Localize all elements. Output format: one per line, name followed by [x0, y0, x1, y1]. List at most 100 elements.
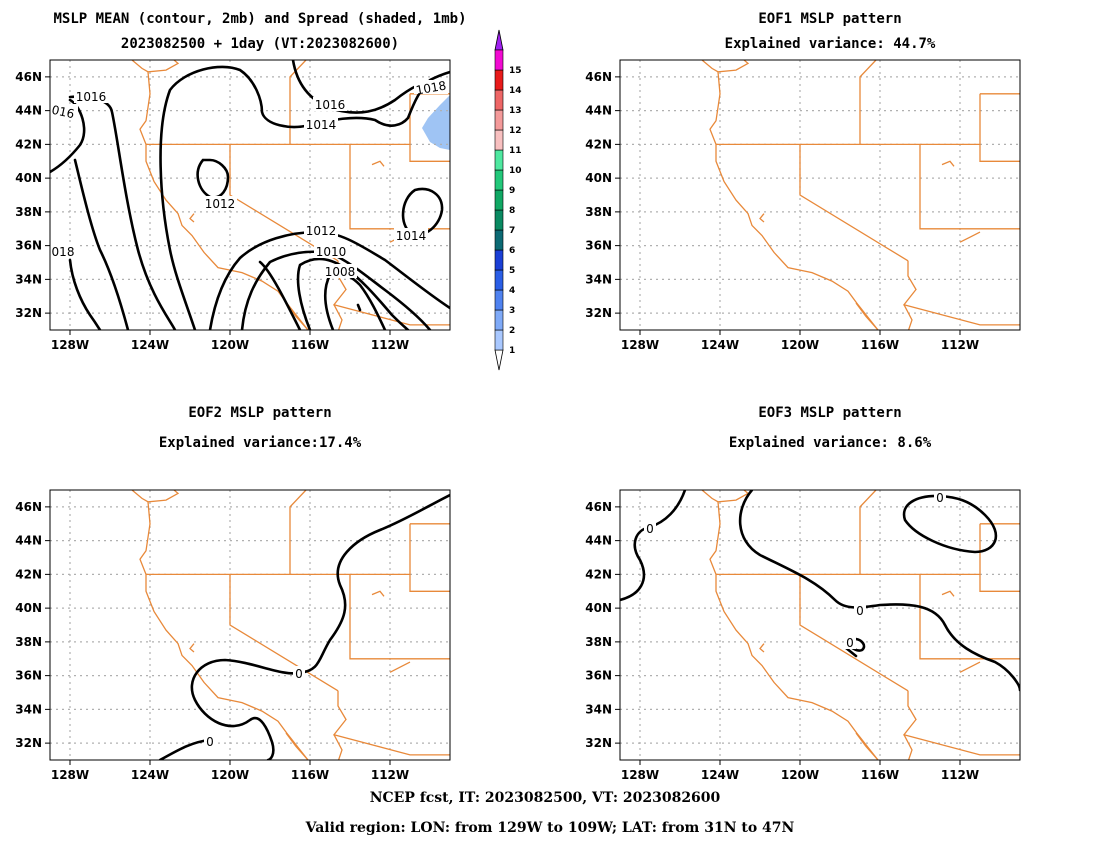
state-border [289, 490, 307, 575]
lat-tick-label: 40N [585, 171, 612, 185]
colorbar-label: 5 [509, 266, 515, 276]
colorbar-swatch [494, 229, 504, 251]
colorbar-swatch [494, 209, 504, 231]
state-border [919, 574, 1020, 660]
lat-tick-label: 36N [15, 669, 42, 683]
lat-tick-label: 36N [15, 239, 42, 253]
panel1-axis-ticks: 128W 124W 120W 116W 112W 46N 44N 42N 40N 38N 36N 34… [15, 70, 409, 352]
colorbar-label: 9 [509, 186, 515, 196]
panel3-title: EOF2 MSLP pattern [188, 405, 331, 421]
panel3-axis-ticks: 128W 124W 120W 116W 112W 46N 44N 42N 40N 38N 36N 34… [15, 500, 409, 782]
state-border [903, 734, 913, 760]
state-border [333, 304, 343, 330]
colorbar-label: 13 [509, 106, 522, 116]
eof3-contours [620, 490, 1020, 692]
colorbar-swatch [494, 309, 504, 331]
contour-label: 0 [936, 491, 944, 505]
panel2-axis-ticks: 128W 124W 120W 116W 112W 46N 44N 42N 40N 38N 36N 34… [585, 70, 979, 352]
panel3-grid [50, 490, 450, 760]
contour-label: 1018 [415, 78, 448, 97]
eof2-contour-labels: 0 0 [204, 666, 305, 749]
lat-tick-label: 32N [585, 306, 612, 320]
lon-tick-label: 128W [621, 768, 659, 782]
panel3-map: 0 0 128W 124W 120W 116W 112W 46N 44N 42N 40N 38N 3… [15, 489, 451, 782]
lon-tick-label: 112W [371, 338, 409, 352]
contour-label: 016 [50, 103, 75, 121]
lat-tick-label: 46N [15, 500, 42, 514]
state-border [332, 690, 450, 756]
lon-tick-label: 112W [941, 338, 979, 352]
lon-tick-label: 128W [51, 768, 89, 782]
colorbar-label: 6 [509, 246, 515, 256]
state-border [919, 144, 1020, 230]
state-border [701, 490, 719, 503]
state-border [139, 490, 309, 760]
lat-tick-label: 46N [585, 70, 612, 84]
state-border [902, 260, 1020, 326]
lon-tick-label: 116W [291, 768, 329, 782]
panel3-borders [131, 490, 450, 760]
panel1-frame [49, 59, 451, 331]
lat-tick-label: 46N [585, 500, 612, 514]
colorbar-swatch [494, 69, 504, 91]
panel2-title: EOF1 MSLP pattern [758, 11, 901, 27]
state-border [799, 144, 909, 262]
colorbar-top-arrow [494, 29, 504, 51]
mean-contour-labels: 1016 016 1014 1016 1018 1012 1012 1014 1… [48, 78, 448, 279]
state-border [333, 734, 343, 760]
contour-label: 1016 [76, 90, 107, 104]
state-border [979, 523, 1020, 592]
colorbar-label: 2 [509, 326, 515, 336]
state-border [941, 590, 955, 597]
colorbar-label: 14 [509, 86, 522, 96]
state-border [371, 160, 385, 167]
lat-tick-label: 32N [15, 306, 42, 320]
lat-tick-label: 38N [585, 205, 612, 219]
contour-label: 0 [295, 667, 303, 681]
state-border [859, 490, 877, 575]
colorbar-swatch [494, 249, 504, 271]
state-border [131, 60, 149, 73]
lat-tick-label: 34N [15, 702, 42, 716]
colorbar-swatch [494, 129, 504, 151]
panel2-subtitle: Explained variance: 44.7% [725, 36, 936, 52]
state-border [701, 60, 719, 73]
lon-tick-label: 112W [941, 768, 979, 782]
state-border [979, 93, 1020, 162]
panel1-grid [50, 60, 450, 330]
lat-tick-label: 42N [15, 567, 42, 581]
contour-label: 1008 [325, 265, 356, 279]
lat-tick-label: 42N [585, 137, 612, 151]
eof3-contour-labels: 0 0 0 0 [644, 490, 946, 650]
lon-tick-label: 116W [291, 338, 329, 352]
lat-tick-label: 42N [15, 137, 42, 151]
colorbar-swatch [494, 49, 504, 71]
lon-tick-label: 124W [701, 338, 739, 352]
panel4-map: 0 0 0 0 128W 124W 120W 116W 112W 46N 44N 42N 40N… [585, 489, 1021, 782]
state-border [371, 590, 385, 597]
contour-label: 1012 [306, 224, 337, 238]
colorbar-swatch [494, 329, 504, 351]
state-border [189, 213, 195, 223]
panel4-grid [620, 490, 1020, 760]
colorbar-swatch [494, 269, 504, 291]
colorbar-label: 12 [509, 126, 522, 136]
lat-tick-label: 32N [15, 736, 42, 750]
panel4-axis-ticks: 128W 124W 120W 116W 112W 46N 44N 42N 40N 38N 36N 34… [585, 500, 979, 782]
state-border [959, 231, 981, 243]
colorbar-swatch [494, 109, 504, 131]
state-border [859, 60, 877, 145]
lat-tick-label: 32N [585, 736, 612, 750]
panel1-subtitle: 2023082500 + 1day (VT:2023082600) [121, 36, 399, 52]
state-border [229, 144, 339, 262]
lon-tick-label: 124W [131, 338, 169, 352]
panel4-subtitle: Explained variance: 8.6% [729, 435, 932, 451]
state-border [709, 490, 879, 760]
lat-tick-label: 38N [585, 635, 612, 649]
lat-tick-label: 44N [585, 104, 612, 118]
contour-label: 0 [206, 735, 214, 749]
panel2-borders [701, 60, 1020, 330]
state-border [349, 144, 450, 230]
